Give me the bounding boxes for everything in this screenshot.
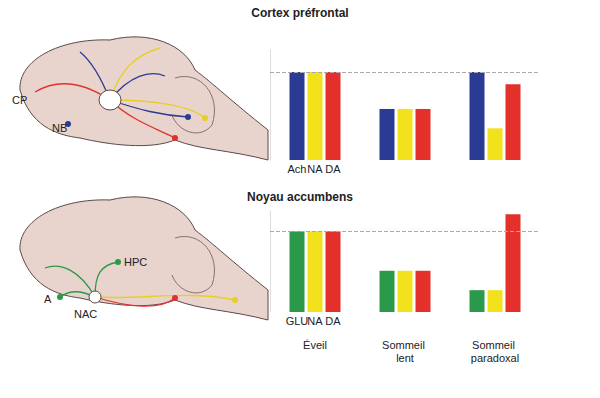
svg-text:Ach: Ach <box>288 163 307 175</box>
svg-text:NA: NA <box>307 315 323 327</box>
svg-text:DA: DA <box>325 163 341 175</box>
svg-text:DA: DA <box>325 315 341 327</box>
svg-text:Sommeil: Sommeil <box>382 339 428 351</box>
svg-text:Éveil: Éveil <box>303 339 327 351</box>
svg-text:Sommeil: Sommeil <box>472 339 518 351</box>
svg-text:Noyau accumbens: Noyau accumbens <box>247 190 353 204</box>
svg-text:CP: CP <box>12 94 27 106</box>
svg-text:NB: NB <box>52 122 67 134</box>
svg-text:lent: lent <box>396 352 414 364</box>
svg-text:A: A <box>44 293 52 305</box>
svg-text:NAC: NAC <box>74 308 97 320</box>
svg-text:NA: NA <box>307 163 323 175</box>
svg-text:paradoxal: paradoxal <box>471 352 519 364</box>
svg-text:HPC: HPC <box>124 256 147 268</box>
svg-text:Cortex préfrontal: Cortex préfrontal <box>251 6 348 20</box>
svg-text:GLU: GLU <box>286 315 309 327</box>
